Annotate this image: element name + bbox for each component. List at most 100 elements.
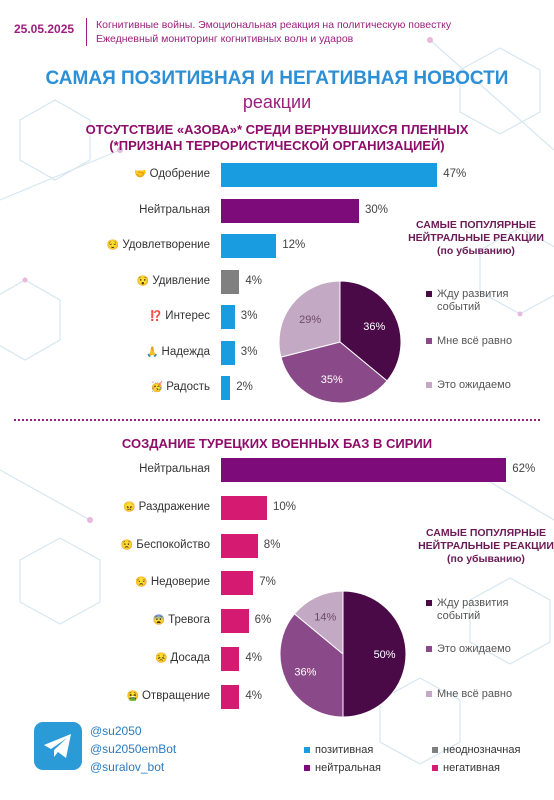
emotion-icon: 😌 bbox=[106, 240, 120, 251]
emotion-icon: 😒 bbox=[135, 577, 148, 589]
section-2-title: СОЗДАНИЕ ТУРЕЦКИХ ВОЕННЫХ БАЗ В СИРИИ bbox=[0, 436, 554, 452]
legend-swatch bbox=[426, 338, 432, 345]
bar-label: 😠 Раздражение bbox=[10, 501, 210, 513]
emotion-icon: 🥳 bbox=[150, 382, 164, 393]
pie-2-title-line-2: НЕЙТРАЛЬНЫЕ РЕАКЦИИ bbox=[418, 540, 554, 552]
bar bbox=[221, 376, 231, 400]
emotion-icon: 🤝 bbox=[134, 169, 147, 180]
bar-label-text: Беспокойство bbox=[136, 538, 210, 551]
pie-legend-text: событий bbox=[437, 301, 481, 313]
bar bbox=[221, 305, 235, 329]
bar-label-text: Отвращение bbox=[141, 689, 210, 702]
bar bbox=[221, 163, 438, 187]
pie-legend-item: Мне всё равно bbox=[426, 335, 512, 348]
header-description: Когнитивные войны. Эмоциональная реакция… bbox=[96, 18, 451, 46]
bar bbox=[221, 234, 277, 258]
header-divider bbox=[86, 18, 87, 46]
bar-value-label: 47% bbox=[443, 168, 467, 180]
bar-value-label: 30% bbox=[365, 203, 389, 216]
contact-link[interactable]: @suralov_bot bbox=[90, 760, 165, 774]
bar-value-label: 7% bbox=[259, 576, 276, 589]
report-date: 25.05.2025 bbox=[14, 22, 75, 36]
pie-1-title-line-3: (по убыванию) bbox=[437, 245, 515, 257]
pie-legend-item: Жду развития событий bbox=[426, 288, 508, 314]
bar-label: 🤮 Отвращение bbox=[10, 690, 210, 702]
legend-item: нейтральная bbox=[304, 762, 381, 774]
page-subtitle: реакции bbox=[242, 92, 312, 112]
pie-legend-text: Это ожидаемо bbox=[437, 379, 511, 391]
telegram-icon[interactable] bbox=[34, 722, 82, 770]
pie-legend-label: событий bbox=[426, 610, 508, 623]
bar-label: 🥳 Радость bbox=[10, 381, 210, 393]
emotion-icon: 😣 bbox=[154, 653, 168, 664]
legend-label: негативная bbox=[443, 762, 501, 774]
pie-slice bbox=[279, 281, 341, 358]
bar-value-label: 4% bbox=[245, 689, 263, 702]
legend-swatch bbox=[426, 600, 432, 607]
bar-label: 😣 Досада bbox=[10, 652, 210, 664]
bar-label: 😟 Беспокойство bbox=[10, 539, 210, 551]
pie-value-label: 36% bbox=[363, 321, 385, 333]
legend-label: позитивная bbox=[315, 744, 374, 756]
section-2-title-line-1: СОЗДАНИЕ ТУРЕЦКИХ ВОЕННЫХ БАЗ В СИРИИ bbox=[121, 436, 433, 451]
section-1-title-line-2: (*ПРИЗНАН ТЕРРОРИСТИЧЕСКОЙ ОРГАНИЗАЦИЕЙ) bbox=[109, 138, 445, 153]
section-divider bbox=[14, 419, 540, 421]
pie-value-label: 29% bbox=[299, 314, 321, 326]
bar bbox=[221, 495, 267, 520]
legend-swatch bbox=[432, 765, 438, 772]
pie-legend-label: Мне всё равно bbox=[426, 335, 512, 348]
bar-value-label: 4% bbox=[245, 652, 263, 664]
pie-legend-item: Мне всё равно bbox=[426, 688, 512, 701]
pie-slice bbox=[342, 591, 406, 717]
legend-label: нейтральная bbox=[315, 762, 381, 774]
bar-label-text: Раздражение bbox=[138, 500, 210, 513]
pie-2-title: САМЫЕ ПОПУЛЯРНЫЕ НЕЙТРАЛЬНЫЕ РЕАКЦИИ (по… bbox=[406, 527, 554, 566]
bar-label-text: Тревога bbox=[168, 614, 210, 627]
pie-legend-item: Это ожидаемо bbox=[426, 379, 511, 392]
bar-label-text: Интерес bbox=[165, 310, 210, 322]
pie-chart-2: 50% 36% 14% bbox=[280, 591, 406, 717]
pie-legend-text: Жду развития bbox=[437, 597, 509, 609]
bar-label-text: Недоверие bbox=[150, 576, 210, 589]
emotion-icon: 😯 bbox=[136, 275, 150, 287]
header-line-2: Ежедневный мониторинг когнитивных волн и… bbox=[96, 33, 354, 45]
pie-legend-text: Жду развития bbox=[437, 288, 509, 300]
bar-label: 🙏 Надежда bbox=[10, 346, 210, 358]
section-1-title-line-1: ОТСУТСТВИЕ «АЗОВА»* СРЕДИ ВЕРНУВШИХСЯ ПЛ… bbox=[85, 122, 469, 137]
bar-label-text: Нейтральная bbox=[139, 203, 210, 216]
bar-label: Нейтральная bbox=[10, 463, 210, 475]
pie-value-label: 50% bbox=[374, 649, 396, 661]
legend-swatch bbox=[304, 747, 310, 754]
pie-legend-text: Это ожидаемо bbox=[437, 643, 511, 655]
pie-legend-label: Мне всё равно bbox=[426, 688, 512, 701]
contacts-list: @su2050 @su2050emBot @suralov_bot bbox=[90, 722, 176, 776]
bar bbox=[221, 684, 240, 709]
contact-link[interactable]: @su2050 bbox=[90, 724, 142, 738]
pie-value-label: 36% bbox=[294, 667, 316, 679]
legend-item: неоднозначная bbox=[432, 744, 520, 756]
pie-slice bbox=[280, 341, 388, 403]
bar bbox=[221, 458, 507, 482]
contact-link[interactable]: @su2050emBot bbox=[90, 742, 177, 756]
bar-label: Нейтральная bbox=[10, 204, 210, 216]
pie-value-label: 35% bbox=[321, 374, 343, 386]
pie-legend-label: Это ожидаемо bbox=[426, 379, 511, 392]
bar-label: 🤝 Одобрение bbox=[10, 168, 210, 180]
bar-label-text: Надежда bbox=[161, 345, 210, 358]
bar-label-text: Радость bbox=[166, 381, 210, 393]
bar bbox=[221, 198, 359, 223]
bar bbox=[221, 647, 240, 671]
bar-label: 😨 Тревога bbox=[10, 614, 210, 626]
pie-1-title-line-1: САМЫЕ ПОПУЛЯРНЫЕ bbox=[415, 219, 537, 231]
bar-value-label: 62% bbox=[512, 463, 536, 475]
pie-legend-text: событий bbox=[437, 610, 481, 622]
pie-2-title-line-3: (по убыванию) bbox=[447, 553, 525, 565]
bar-label-text: Удовлетворение bbox=[122, 239, 210, 251]
pie-legend-label: Жду развития bbox=[426, 597, 508, 610]
telegram-plane-icon bbox=[44, 734, 71, 758]
bar bbox=[221, 269, 240, 294]
bar-label-text: Одобрение bbox=[149, 168, 210, 180]
bar-value-label: 3% bbox=[240, 345, 258, 358]
pie-legend-text: Мне всё равно bbox=[437, 335, 513, 347]
bar-label: 😌 Удовлетворение bbox=[10, 239, 210, 251]
